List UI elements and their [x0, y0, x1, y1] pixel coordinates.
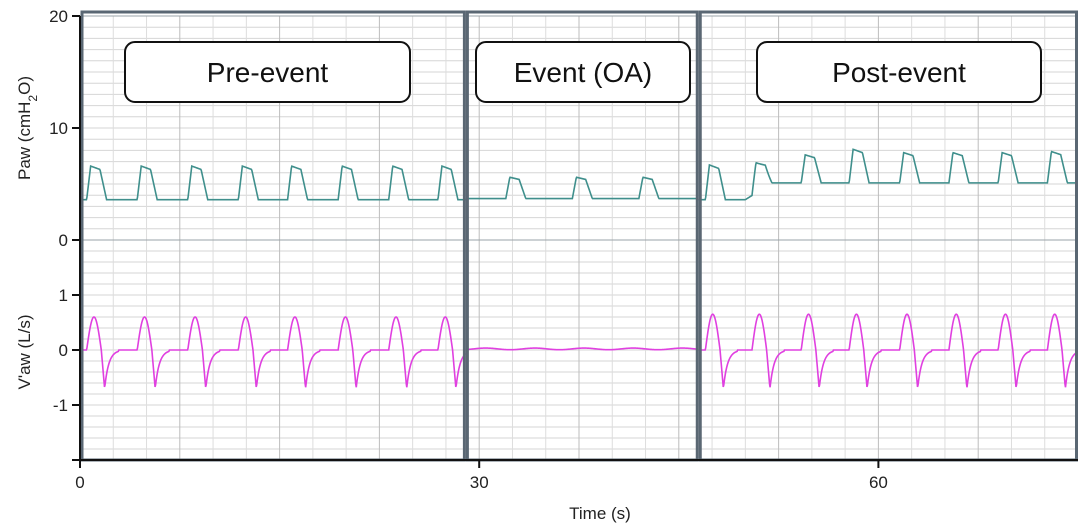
y-tick-label: 1: [59, 286, 68, 305]
y-tick-label: -1: [53, 396, 68, 415]
phase-label-box-1: [124, 41, 411, 103]
flow-axis-label: V'aw (L/s): [15, 314, 34, 389]
x-axis-label: Time (s): [569, 504, 631, 523]
phase-label-box-2: [475, 41, 691, 103]
phase-labels: Pre-event Event (OA) Post-event: [124, 41, 1042, 103]
y-tick-label: 20: [49, 7, 68, 26]
x-tick-label: 0: [75, 473, 84, 492]
phase-label-2: Event (OA): [514, 57, 652, 88]
y-tick-label: 0: [59, 231, 68, 250]
y-tick-label: 0: [59, 341, 68, 360]
paw-trace-pre-event: [80, 164, 466, 201]
phase-label-box-3: [756, 41, 1042, 103]
phase-label-3: Post-event: [832, 57, 966, 88]
flow-trace-post-event: [698, 313, 1078, 388]
x-tick-label: 60: [869, 473, 888, 492]
flow-trace-pre-event: [80, 316, 467, 388]
y-tick-label: 10: [49, 119, 68, 138]
x-tick-label: 30: [470, 473, 489, 492]
paw-trace-event: [465, 176, 699, 200]
paw-axis-label: Paw (cmH2O): [15, 76, 40, 180]
flow-trace-event: [465, 347, 699, 351]
traces: [80, 148, 1078, 388]
paw-trace-post-event: [698, 148, 1078, 201]
phase-label-1: Pre-event: [207, 57, 329, 88]
